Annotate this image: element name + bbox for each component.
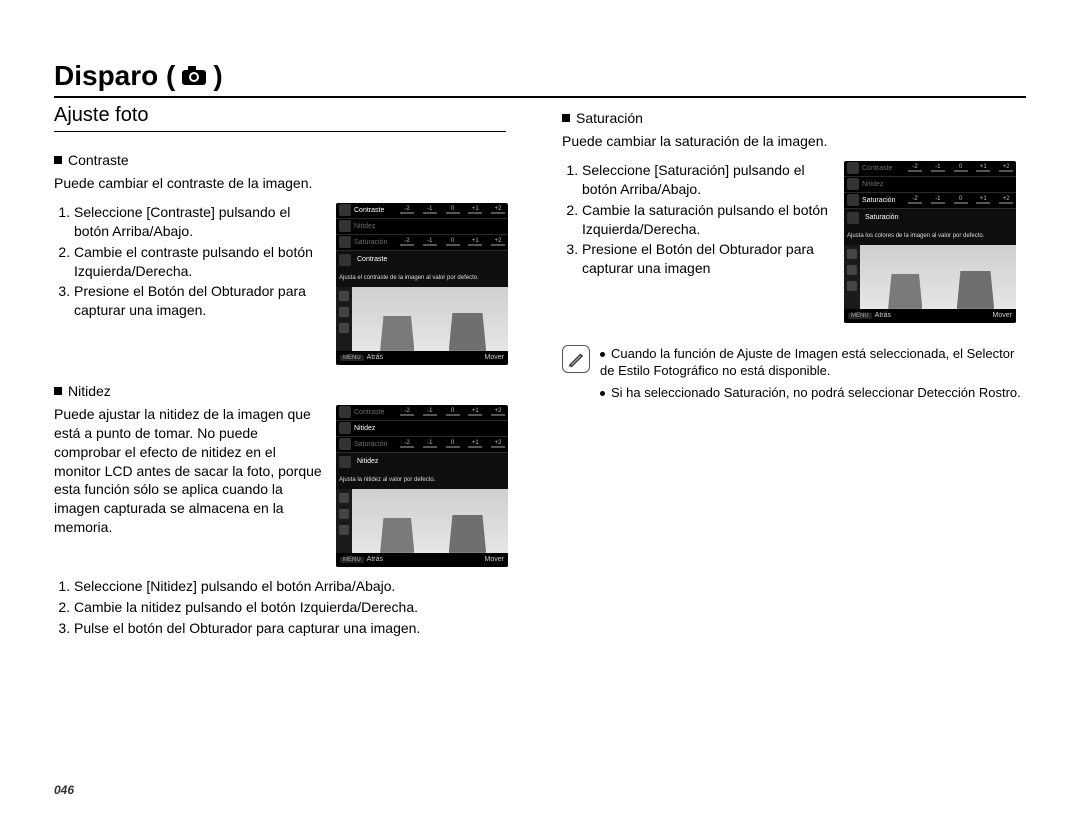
lcd-screenshot-saturacion: Contraste-2-10+1+2 Nitidez Saturación-2-… (844, 161, 1016, 323)
square-bullet-icon (54, 156, 62, 164)
left-column: Contraste Puede cambiar el contraste de … (54, 152, 518, 640)
camera-icon (181, 65, 207, 87)
lcd-active: Nitidez (357, 458, 378, 465)
page-number: 046 (54, 783, 74, 797)
saturacion-step-2: Cambie la saturación pulsando el botón I… (582, 201, 832, 239)
lcd-scale: -2-10+1+2 (400, 238, 508, 246)
lcd-screenshot-nitidez: Contraste-2-10+1+2 Nitidez Saturación-2-… (336, 405, 508, 567)
right-column: Saturación Puede cambiar la saturación d… (562, 110, 1026, 640)
saturacion-header: Saturación (562, 110, 1026, 126)
row-icon (339, 438, 351, 450)
lcd-back: Atrás (367, 556, 383, 563)
nitidez-desc: Puede ajustar la nitidez de la imagen qu… (54, 405, 324, 537)
note-item-2: Si ha seleccionado Saturación, no podrá … (600, 384, 1026, 402)
title-text: Disparo ( (54, 60, 175, 92)
row-icon (339, 236, 351, 248)
page-subtitle: Ajuste foto (54, 104, 506, 132)
nitidez-step-1: Seleccione [Nitidez] pulsando el botón A… (74, 577, 518, 596)
lcd-row-label: Saturación (862, 197, 908, 204)
row-icon (339, 220, 351, 232)
lcd-preview (336, 489, 508, 553)
nitidez-header-text: Nitidez (68, 383, 111, 399)
lcd-preview (844, 245, 1016, 309)
title-close: ) (213, 60, 222, 92)
lcd-row-label: Contraste (354, 409, 400, 416)
square-bullet-icon (562, 114, 570, 122)
page-title: Disparo ( ) (54, 60, 1026, 98)
lcd-sidebar (336, 287, 352, 351)
contraste-header-text: Contraste (68, 152, 129, 168)
note-list: Cuando la función de Ajuste de Imagen es… (600, 345, 1026, 402)
caption-icon (339, 456, 351, 468)
lcd-row-label: Saturación (354, 239, 400, 246)
lcd-active: Contraste (357, 256, 387, 263)
lcd-back: Atrás (367, 354, 383, 361)
saturacion-step-1: Seleccione [Saturación] pulsando el botó… (582, 161, 832, 199)
menu-badge: MENU (340, 355, 364, 361)
lcd-row-label: Nitidez (862, 181, 908, 188)
caption-icon (339, 254, 351, 266)
lcd-scale: -2-10+1+2 (400, 206, 508, 214)
lcd-caption-text: Ajusta el contraste de la imagen al valo… (339, 275, 479, 281)
note-box: Cuando la función de Ajuste de Imagen es… (562, 345, 1026, 402)
lcd-active: Saturación (865, 214, 898, 221)
lcd-screenshot-contraste: Contraste-2-10+1+2 Nitidez Saturación-2-… (336, 203, 508, 365)
square-bullet-icon (54, 387, 62, 395)
saturacion-desc: Puede cambiar la saturación de la imagen… (562, 132, 1026, 151)
lcd-preview (336, 287, 508, 351)
note-item-1: Cuando la función de Ajuste de Imagen es… (600, 345, 1026, 380)
lcd-move: Mover (485, 354, 504, 361)
nitidez-step-3: Pulse el botón del Obturador para captur… (74, 619, 518, 638)
saturacion-steps: Seleccione [Saturación] pulsando el botó… (562, 161, 832, 280)
row-icon (339, 204, 351, 216)
nitidez-header: Nitidez (54, 383, 518, 399)
saturacion-step-3: Presione el Botón del Obturador para cap… (582, 240, 832, 278)
lcd-row-label: Saturación (354, 441, 400, 448)
contraste-step-2: Cambie el contraste pulsando el botón Iz… (74, 243, 324, 281)
contraste-desc: Puede cambiar el contraste de la imagen. (54, 174, 518, 193)
lcd-back: Atrás (875, 312, 891, 319)
lcd-row-label: Nitidez (354, 223, 400, 230)
lcd-move: Mover (993, 312, 1012, 319)
lcd-caption-text: Ajusta los colores de la imagen al valor… (847, 233, 984, 239)
nitidez-steps: Seleccione [Nitidez] pulsando el botón A… (54, 577, 518, 638)
lcd-row-label: Contraste (862, 165, 908, 172)
contraste-step-3: Presione el Botón del Obturador para cap… (74, 282, 324, 320)
lcd-row-label: Contraste (354, 207, 400, 214)
nitidez-step-2: Cambie la nitidez pulsando el botón Izqu… (74, 598, 518, 617)
contraste-header: Contraste (54, 152, 518, 168)
row-icon (339, 406, 351, 418)
contraste-step-1: Seleccione [Contraste] pulsando el botón… (74, 203, 324, 241)
lcd-row-label: Nitidez (354, 425, 400, 432)
contraste-steps: Seleccione [Contraste] pulsando el botón… (54, 203, 324, 322)
lcd-move: Mover (485, 556, 504, 563)
saturacion-header-text: Saturación (576, 110, 643, 126)
note-icon (562, 345, 590, 373)
lcd-caption-text: Ajusta la nitidez al valor por defecto. (339, 477, 435, 483)
row-icon (339, 422, 351, 434)
